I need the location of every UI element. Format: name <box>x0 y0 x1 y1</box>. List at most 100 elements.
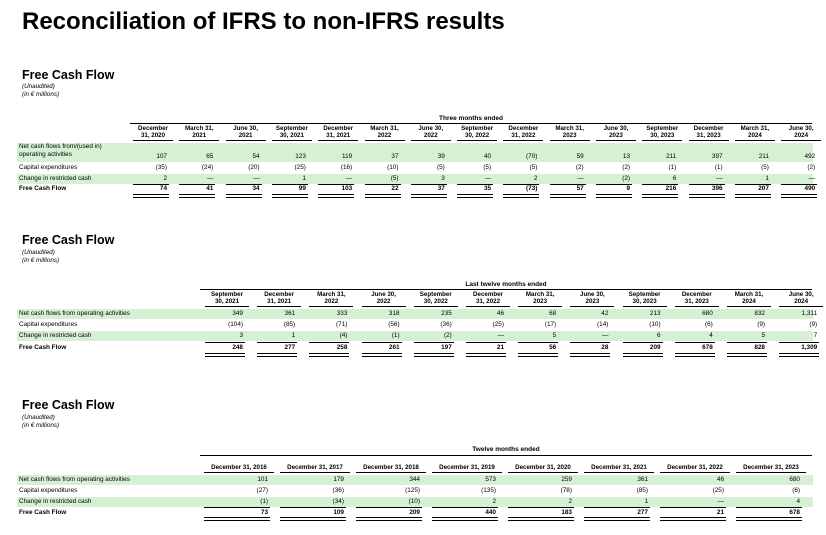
table-cell: 211 <box>758 153 769 160</box>
subtotal-rule <box>410 184 447 185</box>
table-cell: 59 <box>576 153 584 160</box>
table-cell: (1) <box>260 498 268 505</box>
unaudited-note: (Unaudited) <box>22 83 55 90</box>
total-double-rule <box>361 353 402 357</box>
table-cell: (6) <box>792 487 800 494</box>
table-cell: 179 <box>333 476 344 483</box>
column-header: September 30, 2021 <box>271 125 312 141</box>
table-cell: (36) <box>440 321 452 328</box>
table-cell: 3 <box>239 332 243 339</box>
table-cell: 277 <box>637 509 648 516</box>
total-double-rule <box>688 194 725 198</box>
subtotal-rule <box>280 507 346 508</box>
column-header: December 31, 2022 <box>503 125 544 141</box>
subtotal-rule <box>413 342 454 343</box>
table-cell: 209 <box>649 344 661 351</box>
row-label: Net cash flows from operating activities <box>19 476 130 483</box>
table-cell: (5) <box>436 164 445 171</box>
table-cell: 37 <box>391 153 399 160</box>
total-double-rule <box>179 194 216 198</box>
table-cell: 101 <box>257 476 268 483</box>
table-cell: 490 <box>804 185 816 192</box>
table-cell: 5 <box>761 332 765 339</box>
table-cell: 235 <box>441 310 452 317</box>
table-cell: 4 <box>796 498 800 505</box>
total-double-rule <box>570 353 611 357</box>
table-cell: (2) <box>575 164 584 171</box>
column-header: December 31, 2022 <box>466 291 510 307</box>
subtotal-rule <box>318 184 355 185</box>
column-header: March 31, 2023 <box>518 291 563 307</box>
table-cell: 46 <box>716 476 724 483</box>
subtotal-rule <box>736 507 802 508</box>
group-header-rule <box>200 289 812 290</box>
column-header: December 31, 2020 <box>508 464 578 473</box>
subtotal-rule <box>309 342 350 343</box>
table-cell: (2) <box>622 164 630 171</box>
total-double-rule <box>549 194 586 198</box>
column-header: December 31, 2019 <box>432 464 502 473</box>
table-cell: 2 <box>533 175 538 182</box>
table-cell: 680 <box>702 310 713 317</box>
table-cell: (104) <box>228 321 243 328</box>
row-label: Free Cash Flow <box>19 185 67 192</box>
section-title: Free Cash Flow <box>22 233 115 247</box>
column-header: March 31, 2022 <box>364 125 405 141</box>
table-cell: 828 <box>754 344 765 351</box>
subtotal-rule <box>503 184 540 185</box>
table-cell: 109 <box>333 509 344 516</box>
unaudited-note: (Unaudited) <box>22 414 55 421</box>
table-cell: 361 <box>637 476 648 483</box>
table-cell: 73 <box>260 509 268 516</box>
table-cell: (78) <box>560 487 572 494</box>
total-double-rule <box>503 194 540 198</box>
total-double-rule <box>781 194 818 198</box>
subtotal-rule <box>364 184 401 185</box>
column-header: December 31, 2023 <box>688 125 729 141</box>
capital-expenditures-row: Capital expenditures (27) (36) (125) (135) (7… <box>17 486 813 496</box>
total-double-rule <box>736 517 802 521</box>
table-cell: 2 <box>163 175 167 182</box>
column-header: December 31, 2016 <box>204 464 274 473</box>
total-double-rule <box>642 194 679 198</box>
subtotal-rule <box>271 184 308 185</box>
table-cell: 21 <box>716 509 724 516</box>
table-cell: 65 <box>206 153 214 160</box>
column-header: March 31, 2021 <box>179 125 220 141</box>
table-cell: 6 <box>657 332 661 339</box>
table-cell: 277 <box>284 344 296 351</box>
table-cell: (125) <box>405 487 420 494</box>
table-cell: 832 <box>754 310 765 317</box>
table-cell: 349 <box>232 310 243 317</box>
total-double-rule <box>271 194 308 198</box>
table-cell: 248 <box>232 344 243 351</box>
subtotal-rule <box>356 507 422 508</box>
table-cell: 216 <box>665 185 677 192</box>
total-double-rule <box>205 353 245 357</box>
table-cell: 123 <box>295 153 306 160</box>
column-header: June 30, 2023 <box>570 291 615 307</box>
table-cell: (27) <box>256 487 268 494</box>
free-cash-flow-row: Free Cash Flow 73 109 209 440 183 277 21 678 <box>17 508 813 518</box>
table-cell: (10) <box>408 498 420 505</box>
table-cell: 318 <box>388 310 400 317</box>
row-label: Free Cash Flow <box>19 509 67 516</box>
table-cell: 57 <box>576 185 584 192</box>
total-double-rule <box>410 194 447 198</box>
table-cell: 183 <box>561 509 572 516</box>
table-cell: 103 <box>341 185 353 192</box>
column-header: September 30, 2022 <box>413 291 458 307</box>
table-cell: 259 <box>561 476 572 483</box>
operating-cash-flow-row: Net cash flows from operating activities… <box>17 475 813 485</box>
table-cell: (135) <box>481 487 496 494</box>
period-group-header: Twelve months ended <box>472 446 540 453</box>
table-cell: 440 <box>485 509 496 516</box>
subtotal-rule <box>204 507 270 508</box>
total-double-rule <box>596 194 632 198</box>
table-cell: — <box>808 175 816 182</box>
table-cell: 209 <box>409 509 420 516</box>
table-cell: 1,311 <box>801 310 818 317</box>
table-cell: (85) <box>283 321 296 328</box>
total-double-rule <box>727 353 767 357</box>
total-double-rule <box>466 353 506 357</box>
